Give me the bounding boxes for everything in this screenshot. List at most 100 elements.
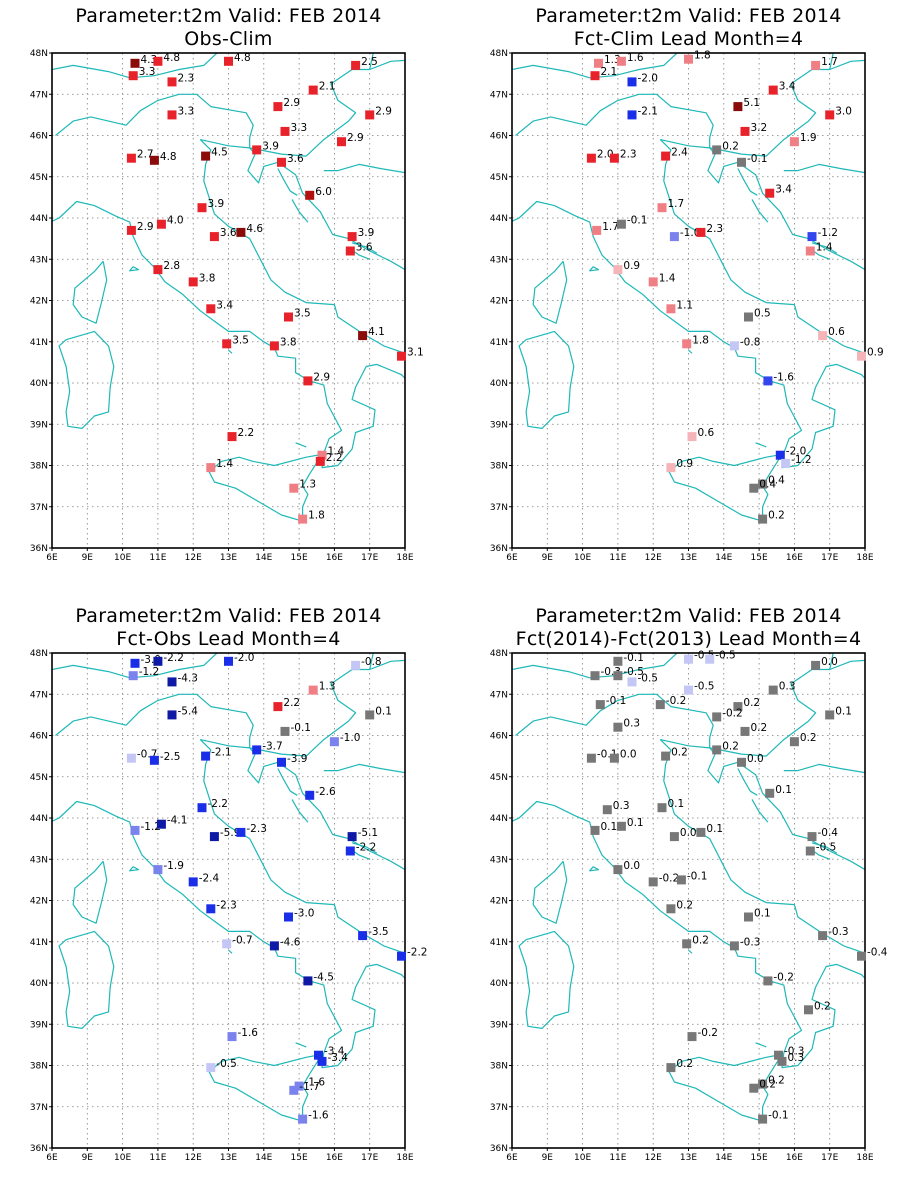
lon-tick-label: 16E <box>786 553 803 563</box>
station-value: 0.1 <box>706 823 723 835</box>
lat-tick-label: 37N <box>490 1103 508 1113</box>
station-value: 0.0 <box>623 860 640 872</box>
station-value: 3.0 <box>835 105 852 117</box>
station-value: 0.1 <box>668 798 685 810</box>
lat-tick-label: 46N <box>30 732 48 742</box>
station-marker <box>308 685 318 695</box>
station-marker <box>627 110 637 120</box>
station-value: -4.1 <box>167 815 188 827</box>
station-value: 1.9 <box>800 132 817 144</box>
station-value: 0.2 <box>743 697 760 709</box>
station-marker <box>197 803 207 813</box>
station-value: 2.3 <box>620 149 637 161</box>
coast-line <box>515 93 714 148</box>
lat-tick-label: 47N <box>490 690 508 700</box>
station-value: -1.6 <box>238 1027 259 1039</box>
lat-tick-label: 39N <box>30 1020 48 1030</box>
station-marker <box>294 1081 304 1091</box>
lon-tick-label: 6E <box>46 1153 58 1163</box>
station-value: 2.4 <box>671 147 688 159</box>
station-marker <box>153 865 163 875</box>
lat-tick-label: 40N <box>490 379 508 389</box>
station-value: -0.4 <box>867 947 888 959</box>
station-marker <box>227 432 237 442</box>
station-marker <box>758 1114 768 1124</box>
station-value: 4.0 <box>167 215 184 227</box>
station-marker <box>347 832 357 842</box>
station-marker <box>284 912 293 922</box>
station-marker <box>684 654 693 664</box>
lon-tick-label: 17E <box>821 1153 838 1163</box>
coast-line <box>709 659 865 757</box>
station-marker <box>676 875 686 885</box>
coast-line <box>351 842 378 854</box>
station-marker <box>289 483 299 493</box>
station-value: 0.2 <box>751 722 768 734</box>
station-marker <box>130 825 140 835</box>
station-value: -0.5 <box>216 1058 237 1070</box>
station-marker <box>811 60 821 70</box>
station-value: 0.3 <box>788 1052 805 1064</box>
station-value: 3.3 <box>291 122 308 134</box>
station-value: 0.9 <box>867 347 884 359</box>
station-value: 2.8 <box>163 260 180 272</box>
station-marker <box>308 85 318 95</box>
lon-tick-label: 18E <box>396 553 413 563</box>
station-value: -2.5 <box>160 751 181 763</box>
coast-line <box>291 199 309 223</box>
lat-tick-label: 48N <box>30 49 48 59</box>
station-marker <box>749 483 759 493</box>
station-marker <box>201 151 211 161</box>
lat-tick-label: 40N <box>30 379 48 389</box>
station-value: -5.4 <box>178 705 199 717</box>
station-value: -1.6 <box>305 1077 326 1089</box>
station-marker <box>616 219 626 229</box>
station-marker <box>305 190 315 200</box>
coast-line <box>249 59 405 157</box>
station-value: -0.8 <box>361 656 382 668</box>
station-marker <box>768 685 778 695</box>
station-marker <box>236 227 246 237</box>
station-marker <box>594 58 603 68</box>
station-value: -0.1 <box>687 870 708 882</box>
station-value: -0.5 <box>694 681 715 693</box>
station-marker <box>397 951 406 961</box>
station-value: 2.9 <box>375 105 392 117</box>
station-value: 4.5 <box>211 147 228 159</box>
station-marker <box>737 157 746 167</box>
station-value: -4.3 <box>178 672 199 684</box>
station-value: 3.5 <box>294 308 311 320</box>
coast-line <box>277 768 298 796</box>
station-marker <box>789 737 799 747</box>
station-value: 1.6 <box>627 52 644 64</box>
station-value: 0.6 <box>828 326 845 338</box>
coast-line <box>323 163 405 174</box>
map-panel-fct-fct: Parameter:t2m Valid: FEB 2014Fct(2014)-F… <box>490 605 888 1163</box>
lat-tick-label: 40N <box>490 979 508 989</box>
lat-tick-label: 37N <box>30 503 48 513</box>
panel-subtitle: Fct(2014)-Fct(2013) Lead Month=4 <box>516 628 862 650</box>
station-marker <box>280 126 290 136</box>
station-value: -0.2 <box>722 707 743 719</box>
station-value: -0.2 <box>666 695 687 707</box>
lat-tick-label: 48N <box>30 649 48 659</box>
lon-tick-label: 9E <box>542 553 554 563</box>
lon-tick-label: 16E <box>786 1153 803 1163</box>
station-marker <box>153 56 163 66</box>
station-marker <box>744 312 753 322</box>
station-marker <box>284 312 293 322</box>
station-value: 0.2 <box>814 1000 831 1012</box>
station-marker <box>765 788 775 798</box>
station-value: -0.2 <box>698 1027 719 1039</box>
station-marker <box>188 277 198 287</box>
station-marker <box>684 54 693 64</box>
station-marker <box>586 753 596 763</box>
station-value: 0.0 <box>747 753 764 765</box>
station-value: 0.3 <box>779 681 796 693</box>
station-value: 0.2 <box>722 740 739 752</box>
station-value: 0.1 <box>627 817 644 829</box>
coast-line <box>129 266 140 272</box>
lat-tick-label: 45N <box>30 773 48 783</box>
station-marker <box>206 304 216 314</box>
